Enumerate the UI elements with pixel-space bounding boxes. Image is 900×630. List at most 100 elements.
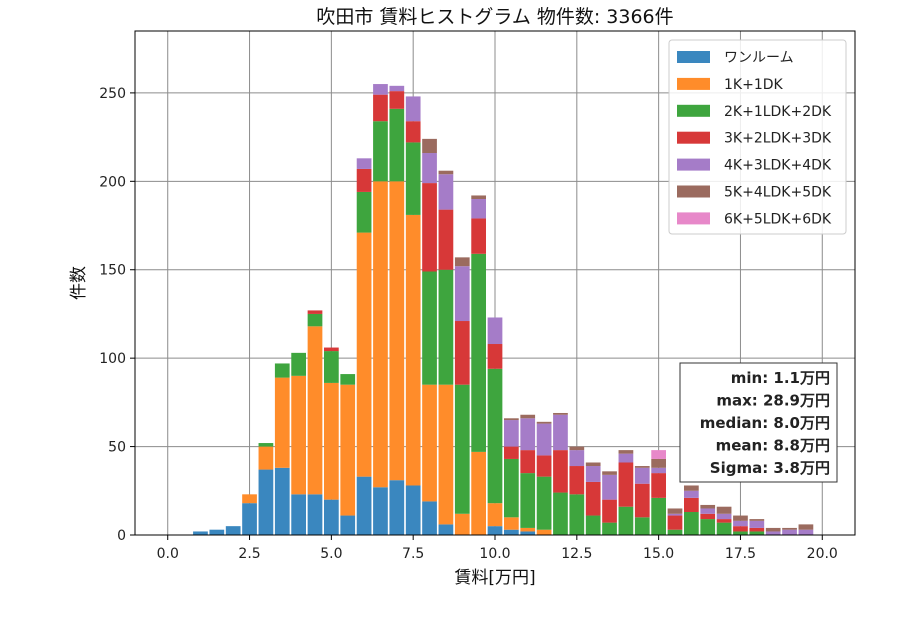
bar-segment: [504, 517, 519, 530]
bar-segment: [454, 384, 470, 514]
bar-segment: [569, 446, 585, 451]
bar-segment: [274, 377, 290, 468]
bar-segment: [438, 269, 454, 385]
bar-segment: [634, 517, 650, 535]
bar-segment: [340, 384, 356, 516]
bar-segment: [471, 253, 486, 452]
bar-segment: [274, 363, 290, 378]
bar-segment: [422, 153, 437, 184]
bar-segment: [307, 494, 323, 535]
bar-segment: [324, 347, 339, 352]
stats-line: median: 8.0万円: [700, 414, 830, 432]
y-tick-label: 150: [99, 263, 126, 279]
bar-segment: [651, 467, 666, 474]
bar-segment: [389, 480, 405, 535]
bar-segment: [471, 195, 486, 199]
bar-segment: [634, 467, 650, 484]
bar-segment: [373, 181, 388, 488]
x-tick-label: 2.5: [238, 546, 260, 562]
bar-segment: [504, 458, 519, 518]
bar-segment: [340, 374, 356, 385]
bar-segment: [634, 466, 650, 468]
bar-segment: [602, 522, 617, 535]
bar-segment: [733, 526, 748, 532]
bar-segment: [422, 384, 437, 502]
legend-swatch: [677, 185, 710, 198]
legend-label: 1K+1DK: [724, 77, 784, 93]
legend-label: 4K+3LDK+4DK: [724, 158, 832, 174]
bar-segment: [602, 499, 617, 523]
bar-segment: [553, 412, 568, 415]
bar-segment: [765, 531, 781, 535]
bar-segment: [291, 494, 306, 535]
bar-segment: [258, 469, 274, 535]
bar-segment: [536, 529, 552, 535]
bar-segment: [356, 158, 372, 169]
bar-segment: [307, 313, 323, 327]
bar-segment: [471, 199, 486, 219]
bar-segment: [422, 138, 437, 154]
bar-segment: [602, 474, 617, 500]
bar-segment: [733, 531, 748, 535]
bar-segment: [569, 450, 585, 467]
bar-segment: [651, 473, 666, 498]
bar-segment: [798, 529, 814, 535]
bar-segment: [520, 473, 536, 528]
bar-segment: [405, 142, 421, 215]
bar-segment: [520, 527, 536, 532]
x-tick-label: 12.5: [561, 546, 592, 562]
legend: ワンルーム 1K+1DK 2K+1LDK+2DK 3K+2LDK+3DK 4K+3LDK…: [668, 39, 847, 235]
bar-segment: [765, 527, 781, 532]
bar-segment: [749, 531, 765, 535]
bar-segment: [553, 450, 568, 493]
bar-segment: [618, 453, 634, 463]
bar-segment: [651, 497, 666, 535]
legend-swatch: [677, 212, 710, 225]
bar-segment: [389, 181, 405, 481]
bar-segment: [405, 96, 421, 122]
bar-segment: [569, 494, 585, 535]
bar-segment: [782, 529, 797, 535]
legend-swatch: [677, 104, 710, 117]
bar-segment: [307, 310, 323, 314]
bar-segment: [667, 508, 683, 514]
bar-segment: [405, 485, 421, 535]
x-tick-label: 15.0: [643, 546, 674, 562]
bar-segment: [504, 420, 519, 447]
bar-segment: [504, 418, 519, 421]
bar-segment: [471, 218, 486, 254]
bar-segment: [487, 368, 503, 504]
bar-segment: [356, 191, 372, 233]
bar-segment: [651, 458, 666, 468]
x-tick-label: 7.5: [402, 546, 424, 562]
bar-segment: [389, 85, 405, 92]
bar-segment: [536, 455, 552, 477]
bar-segment: [716, 506, 732, 514]
x-tick-label: 5.0: [320, 546, 342, 562]
bar-segment: [389, 91, 405, 109]
bar-segment: [373, 121, 388, 182]
bar-segment: [373, 84, 388, 95]
bar-segment: [553, 414, 568, 451]
bar-segment: [405, 214, 421, 486]
bar-segment: [536, 476, 552, 530]
stats-frame: [679, 362, 838, 483]
stats-line: mean: 8.8万円: [716, 437, 830, 455]
bar-segment: [454, 513, 470, 535]
y-tick-label: 0: [117, 528, 126, 544]
bar-segment: [356, 232, 372, 477]
bar-segment: [553, 492, 568, 535]
legend-label: ワンルーム: [724, 50, 794, 66]
bar-segment: [340, 515, 356, 535]
bar-segment: [634, 483, 650, 518]
bar-segment: [733, 520, 748, 527]
bar-segment: [520, 414, 536, 419]
bar-segment: [504, 446, 519, 459]
bar-segment: [684, 497, 699, 513]
bar-segment: [504, 529, 519, 535]
bar-segment: [405, 121, 421, 143]
bar-segment: [684, 485, 699, 491]
y-tick-label: 250: [99, 86, 126, 102]
bar-segment: [356, 168, 372, 192]
